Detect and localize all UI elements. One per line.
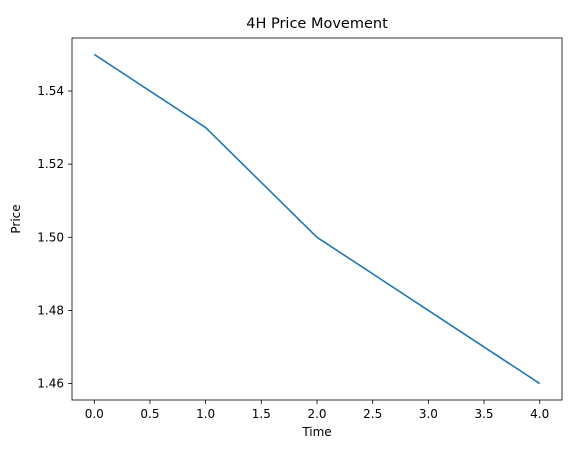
y-axis: 1.46 1.48 1.50 1.52 1.54: [37, 84, 72, 391]
x-tick-label: 0.0: [85, 407, 104, 421]
x-axis-label: Time: [301, 425, 331, 439]
x-tick-label: 3.5: [474, 407, 493, 421]
x-tick-label: 2.5: [363, 407, 382, 421]
series-layer: [93, 53, 541, 385]
chart-title: 4H Price Movement: [246, 16, 388, 32]
x-tick-label: 2.0: [307, 407, 326, 421]
x-tick-label: 3.0: [419, 407, 438, 421]
y-tick-label: 1.52: [37, 157, 64, 171]
x-tick-label: 0.5: [140, 407, 159, 421]
plot-frame: [71, 37, 563, 401]
y-tick-label: 1.54: [37, 84, 64, 98]
y-tick-label: 1.50: [37, 230, 64, 244]
x-axis: 0.0 0.5 1.0 1.5 2.0 2.5 3.0 3.5 4.0: [85, 400, 549, 421]
series-line: [93, 53, 541, 385]
x-tick-label: 4.0: [530, 407, 549, 421]
y-tick-label: 1.46: [37, 377, 64, 391]
y-tick-label: 1.48: [37, 303, 64, 317]
x-tick-label: 1.5: [252, 407, 271, 421]
y-axis-label: Price: [9, 204, 23, 233]
x-tick-label: 1.0: [196, 407, 215, 421]
